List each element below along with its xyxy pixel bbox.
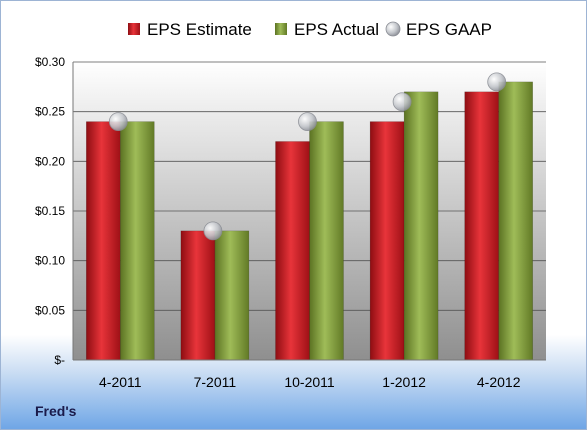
y-tick-label: $0.05	[35, 303, 65, 317]
y-tick-label: $-	[54, 353, 65, 367]
y-tick-label: $0.10	[35, 254, 65, 268]
y-tick-label: $0.30	[35, 55, 65, 69]
company-label: Fred's	[35, 403, 77, 419]
marker-eps-gaap	[108, 112, 128, 131]
y-tick-label: $0.20	[35, 154, 65, 168]
y-tick-label: $0.25	[35, 105, 65, 119]
x-tick-label: 4-2012	[477, 374, 521, 390]
bars	[86, 81, 533, 361]
legend-swatch	[128, 23, 140, 35]
marker-eps-gaap	[203, 221, 223, 241]
bar-eps-estimate	[369, 121, 405, 361]
bar-eps-estimate	[86, 121, 121, 361]
bar-eps-estimate	[180, 230, 216, 361]
x-tick-label: 10-2011	[284, 374, 335, 390]
legend-swatch	[275, 23, 287, 35]
bar-eps-actual	[120, 121, 155, 361]
bar-eps-actual	[498, 81, 533, 361]
x-tick-label: 4-2011	[99, 374, 142, 390]
marker-eps-gaap	[487, 72, 507, 92]
legend-label: EPS Actual	[294, 20, 379, 39]
legend-label: EPS Estimate	[147, 20, 252, 39]
bar-eps-actual	[403, 91, 439, 361]
bar-eps-estimate	[464, 91, 499, 361]
marker-eps-gaap	[298, 112, 317, 131]
legend-label: EPS GAAP	[406, 20, 492, 39]
x-axis: 4-2011 7-2011 10-2011 1-2012 4-2012	[73, 359, 546, 390]
legend: EPS Estimate EPS Actual EPS GAAP	[128, 20, 492, 39]
bar-eps-estimate	[275, 141, 310, 361]
x-tick-label: 7-2011	[194, 374, 237, 390]
legend-marker	[385, 21, 401, 37]
x-tick-label: 1-2012	[382, 374, 426, 390]
gaap-markers	[108, 72, 507, 241]
y-tick-label: $0.15	[35, 204, 65, 218]
y-axis: $- $0.05 $0.10 $0.15 $0.20 $0.25 $0.30	[35, 55, 74, 367]
legend-item: EPS Estimate	[128, 20, 252, 39]
bar-eps-actual	[214, 230, 250, 361]
marker-eps-gaap	[392, 92, 412, 112]
legend-item: EPS Actual	[275, 20, 379, 39]
bar-eps-actual	[309, 121, 344, 361]
legend-item: EPS GAAP	[385, 20, 492, 39]
